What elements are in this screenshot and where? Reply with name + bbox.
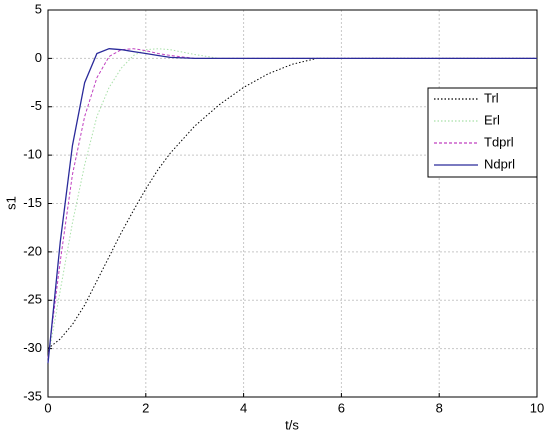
y-tick-label: 5: [35, 1, 42, 16]
y-tick-label: -20: [23, 243, 42, 258]
legend-box: [427, 87, 538, 178]
y-axis-label: s1: [3, 196, 18, 210]
y-tick-label: -30: [23, 340, 42, 355]
series-line: [47, 57, 537, 350]
y-tick-label: -5: [30, 98, 42, 113]
y-tick-label: -35: [23, 388, 42, 403]
plot-frame: [47, 9, 538, 398]
x-axis-label: t/s: [285, 417, 299, 432]
series-line: [47, 48, 537, 364]
x-tick-label: 4: [240, 400, 247, 415]
legend-label: Trl: [484, 90, 499, 105]
y-tick-label: -10: [23, 147, 42, 162]
legend-label: Erl: [484, 112, 500, 127]
x-tick-label: 6: [338, 400, 345, 415]
y-tick-label: 0: [35, 50, 42, 65]
x-tick-label: 2: [142, 400, 149, 415]
x-tick-label: 0: [44, 400, 51, 415]
x-tick-label: 10: [530, 400, 544, 415]
y-tick-label: -25: [23, 292, 42, 307]
x-tick-label: 8: [436, 400, 443, 415]
y-tick-label: -15: [23, 195, 42, 210]
legend-label: Ndprl: [484, 156, 515, 171]
legend-label: Tdprl: [484, 134, 514, 149]
